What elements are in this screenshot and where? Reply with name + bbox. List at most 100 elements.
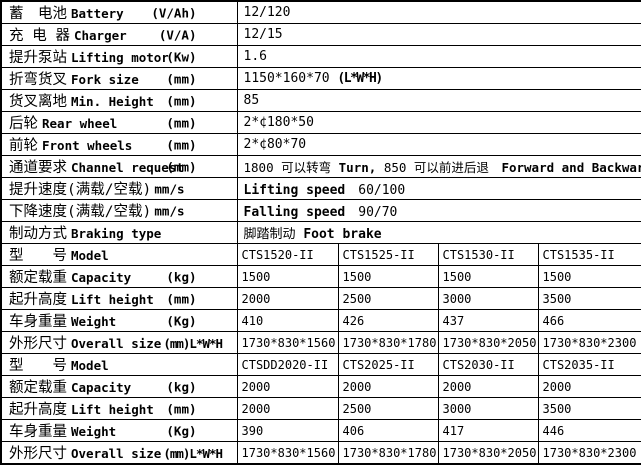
falling-speed-value: 90/70: [345, 205, 398, 220]
overall-size-2-col-2: 1730*830*1780: [337, 441, 439, 465]
weight-row-2: 车身重量 Weight (Kg) 390 406 417 446: [0, 419, 641, 442]
lift-height-1-label-en: Lift height: [71, 292, 154, 307]
capacity-1-col-2: 1500: [337, 265, 439, 288]
model-2-label-zh: 型 号: [9, 358, 67, 374]
fork-size-value-cell: 1150*160*70 (L*W*H): [236, 67, 641, 90]
falling-speed-label-zh: 下降速度(满载/空载): [9, 204, 152, 220]
channel-request-value-1: 1800 可以转弯: [243, 160, 339, 175]
capacity-1-label-en: Capacity: [71, 270, 132, 285]
model-2-col-3: CTS2030-II: [437, 353, 539, 376]
rear-wheel-value: 2*¢180*50: [243, 115, 314, 130]
falling-speed-value-cell: Falling speed 90/70: [236, 199, 641, 222]
overall-size-2-label-cell: 外形尺寸 Overall size (mm)L*W*H: [0, 441, 238, 465]
spec-row-battery: 蓄 电池 Battery (V/Ah) 12/120: [0, 0, 641, 24]
overall-size-2-col-4: 1730*830*2300: [537, 441, 641, 465]
lift-height-row-1: 起升高度 Lift height (mm) 2000 2500 3000 3500: [0, 287, 641, 310]
lifting-motor-value: 1.6: [243, 49, 267, 64]
overall-size-2-col-1: 1730*830*1560: [236, 441, 339, 465]
fork-size-value: 1150*160*70: [243, 71, 338, 86]
lifting-speed-unit: mm/s: [154, 181, 185, 196]
spec-row-fork-size: 折弯货叉 Fork size (mm) 1150*160*70 (L*W*H): [0, 67, 641, 90]
battery-unit: (V/Ah): [151, 5, 197, 20]
charger-label-zh: 充 电 器: [9, 28, 70, 44]
weight-1-col-4: 466: [537, 309, 641, 332]
spec-row-min-height: 货叉离地 Min. Height (mm) 85: [0, 89, 641, 112]
capacity-1-col-3: 1500: [437, 265, 539, 288]
min-height-label-en: Min. Height: [71, 94, 154, 109]
min-height-value: 85: [243, 93, 260, 108]
lifting-speed-value-cell: Lifting speed 60/100: [236, 177, 641, 200]
overall-size-row-2: 外形尺寸 Overall size (mm)L*W*H 1730*830*1560 …: [0, 441, 641, 465]
falling-speed-unit: mm/s: [154, 203, 185, 218]
lift-height-1-unit: (mm): [166, 291, 197, 306]
charger-value-cell: 12/15: [236, 23, 641, 46]
channel-request-label-cell: 通道要求 Channel request (mm): [0, 155, 238, 178]
weight-1-label-cell: 车身重量 Weight (Kg): [0, 309, 238, 332]
rear-wheel-unit: (mm): [166, 115, 197, 130]
braking-type-value-en: Foot brake: [303, 227, 382, 242]
model-2-col-4: CTS2035-II: [537, 353, 641, 376]
overall-size-row-1: 外形尺寸 Overall size (mm)L*W*H 1730*830*1560 …: [0, 331, 641, 354]
charger-label-en: Charger: [73, 28, 127, 43]
weight-2-col-3: 417: [437, 419, 539, 442]
lift-height-1-label-zh: 起升高度: [9, 292, 67, 308]
lift-height-2-col-4: 3500: [537, 397, 641, 420]
overall-size-2-col-3: 1730*830*2050: [437, 441, 539, 465]
fork-size-label-en: Fork size: [71, 72, 139, 87]
weight-1-col-2: 426: [337, 309, 439, 332]
overall-size-1-unit: (mm)L*W*H: [163, 336, 223, 351]
spec-row-front-wheels: 前轮 Front wheels (mm) 2*¢80*70: [0, 133, 641, 156]
lift-height-2-unit: (mm): [166, 401, 197, 416]
capacity-2-label-en: Capacity: [71, 380, 132, 395]
weight-1-label-zh: 车身重量: [9, 314, 67, 330]
battery-value: 12/120: [243, 5, 291, 20]
fork-size-unit: (mm): [166, 71, 197, 86]
lifting-speed-label-zh: 提升速度(满载/空载): [9, 182, 152, 198]
min-height-label-zh: 货叉离地: [9, 94, 67, 110]
spec-row-braking-type: 制动方式 Braking type 脚踏制动 Foot brake: [0, 221, 641, 244]
min-height-value-cell: 85: [236, 89, 641, 112]
overall-size-1-label-zh: 外形尺寸: [9, 336, 67, 352]
weight-1-unit: (Kg): [166, 313, 197, 328]
weight-2-col-4: 446: [537, 419, 641, 442]
fork-size-label-zh: 折弯货叉: [9, 72, 67, 88]
weight-2-label-en: Weight: [71, 424, 117, 439]
lift-height-2-col-2: 2500: [337, 397, 439, 420]
weight-row-1: 车身重量 Weight (Kg) 410 426 437 466: [0, 309, 641, 332]
front-wheels-label-cell: 前轮 Front wheels (mm): [0, 133, 238, 156]
capacity-2-unit: (kg): [166, 379, 197, 394]
overall-size-1-col-2: 1730*830*1780: [337, 331, 439, 354]
spec-row-charger: 充 电 器 Charger (V/A) 12/15: [0, 23, 641, 46]
falling-speed-label-cell: 下降速度(满载/空载) mm/s: [0, 199, 238, 222]
model-1-label-en: Model: [71, 248, 109, 263]
front-wheels-value: 2*¢80*70: [243, 137, 307, 152]
lifting-motor-unit: (Kw): [166, 49, 197, 64]
spec-row-rear-wheel: 后轮 Rear wheel (mm) 2*¢180*50: [0, 111, 641, 134]
capacity-1-label-cell: 额定载重 Capacity (kg): [0, 265, 238, 288]
capacity-2-col-3: 2000: [437, 375, 539, 398]
lifting-motor-label-zh: 提升泵站: [9, 50, 67, 66]
channel-request-forward-backward: Forward and Backward: [501, 160, 641, 175]
model-2-col-2: CTS2025-II: [337, 353, 439, 376]
lift-height-2-col-3: 3000: [437, 397, 539, 420]
capacity-2-col-1: 2000: [236, 375, 339, 398]
overall-size-1-col-1: 1730*830*1560: [236, 331, 339, 354]
braking-type-label-cell: 制动方式 Braking type: [0, 221, 238, 244]
front-wheels-unit: (mm): [166, 137, 197, 152]
overall-size-1-label-en: Overall size: [71, 336, 162, 351]
lift-height-1-col-2: 2500: [337, 287, 439, 310]
lifting-motor-label-cell: 提升泵站 Lifting motor (Kw): [0, 45, 238, 68]
spec-row-lifting-speed: 提升速度(满载/空载) mm/s Lifting speed 60/100: [0, 177, 641, 200]
weight-1-col-1: 410: [236, 309, 339, 332]
spec-row-falling-speed: 下降速度(满载/空载) mm/s Falling speed 90/70: [0, 199, 641, 222]
weight-2-unit: (Kg): [166, 423, 197, 438]
lifting-speed-value: 60/100: [345, 183, 406, 198]
model-1-label-cell: 型 号 Model: [0, 243, 238, 266]
charger-value: 12/15: [243, 27, 283, 42]
capacity-2-label-zh: 额定载重: [9, 380, 67, 396]
model-1-col-3: CTS1530-II: [437, 243, 539, 266]
channel-request-value-2: 850 可以前进后退: [376, 160, 502, 175]
model-2-label-en: Model: [71, 358, 109, 373]
capacity-1-unit: (kg): [166, 269, 197, 284]
